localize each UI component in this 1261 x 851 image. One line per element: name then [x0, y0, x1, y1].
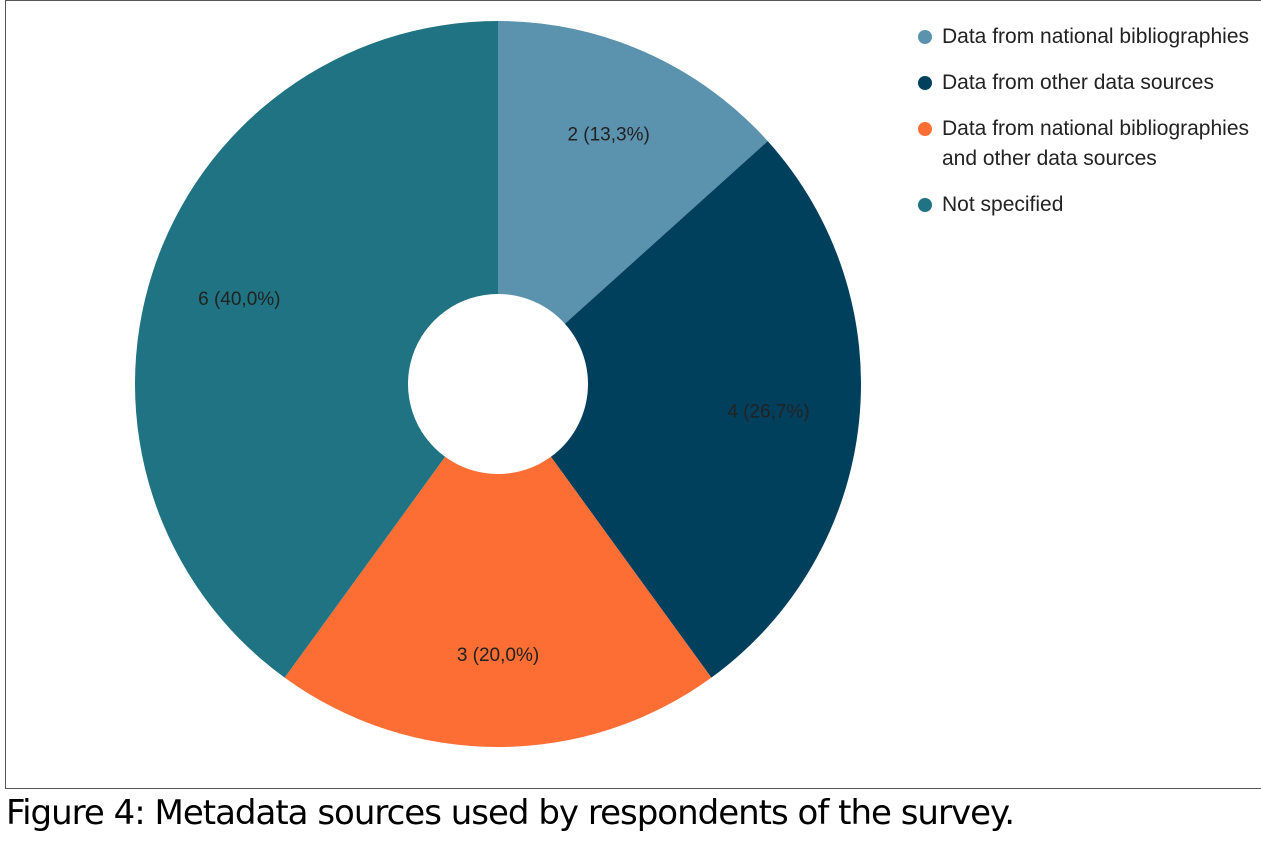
caption: Figure 4: Metadata sources used by respo… [6, 793, 1015, 833]
slice [284, 456, 712, 747]
data-label: 2 (13,3%) [567, 125, 649, 146]
slice [134, 21, 498, 678]
chart: 2 (13,3%) 4 (26,7%) 3 (20,0%) 6 (40,0%) [134, 21, 861, 747]
data-label: 4 (26,7%) [727, 401, 809, 422]
frame [5, 0, 1261, 789]
legend-item: Data from national bibliographies and ot… [918, 114, 1261, 174]
legend-swatch [918, 76, 932, 90]
legend-swatch [918, 30, 932, 44]
legend-item: Data from national bibliographies [918, 22, 1261, 52]
legend: Data from national bibliographies Data fr… [918, 22, 1261, 220]
legend-label: Data from national bibliographies and ot… [942, 117, 1250, 170]
legend-item: Data from other data sources [918, 68, 1261, 98]
legend-label: Not specified [942, 193, 1064, 216]
legend-label: Data from other data sources [942, 71, 1214, 94]
legend-label: Data from national bibliographies [942, 25, 1250, 48]
legend-swatch [918, 122, 932, 136]
slice [498, 21, 768, 324]
legend-item: Not specified [918, 190, 1261, 220]
slice [550, 141, 861, 678]
legend-swatch [918, 198, 932, 212]
data-label: 6 (40,0%) [198, 289, 280, 310]
data-label: 3 (20,0%) [457, 645, 539, 666]
